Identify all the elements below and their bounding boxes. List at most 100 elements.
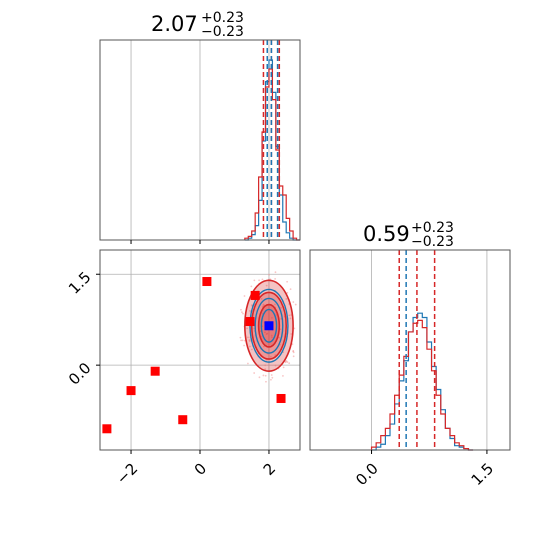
x-tick-label: −2 [113, 460, 141, 488]
marker-point [102, 424, 112, 434]
marker-point [126, 386, 136, 396]
sample-point [271, 376, 274, 379]
sample-point [264, 374, 267, 377]
sample-point [249, 309, 251, 312]
marker-point [202, 277, 212, 287]
histogram-series-blue [244, 59, 300, 241]
sample-point [262, 303, 265, 306]
sample-point [258, 279, 260, 282]
sample-point [264, 331, 266, 334]
sample-point [288, 362, 291, 365]
histogram-series-red [244, 68, 300, 241]
sample-point [243, 295, 246, 297]
sample-point [286, 280, 289, 283]
histogram-series-red [370, 319, 474, 451]
sample-point [270, 378, 272, 381]
bottom-right-histogram-panel: 0.0 1.5 [309, 249, 511, 490]
sample-point [253, 279, 256, 282]
sample-point [292, 351, 295, 354]
sample-point [274, 303, 276, 306]
sample-point [274, 354, 277, 356]
sample-point [264, 368, 267, 371]
sample-point [292, 301, 295, 303]
contour-panel: −2 0 2 0.0 1.5 [65, 249, 301, 488]
top-left-histogram-panel [99, 39, 301, 244]
sample-point [240, 339, 243, 342]
sample-point [286, 291, 289, 294]
sample-point [239, 336, 242, 339]
title-left-minus: −0.23 [201, 24, 244, 40]
x-tick-label: 1.5 [468, 460, 498, 490]
marker-point [178, 415, 188, 425]
right-histogram-frame [309, 249, 511, 451]
sample-point [270, 374, 273, 376]
contour-level-blue [260, 308, 278, 343]
marker-point [245, 317, 255, 327]
sample-point [250, 348, 253, 351]
sample-point [249, 345, 251, 348]
x-tick-label: 0.0 [352, 460, 382, 490]
marker-point [276, 393, 286, 403]
sample-point [289, 288, 292, 291]
x-tick-label: 2 [260, 460, 279, 479]
sample-point [250, 285, 253, 288]
sample-point [247, 362, 249, 365]
sample-point [271, 316, 273, 319]
y-tick-label: 0.0 [65, 359, 95, 389]
sample-point [282, 375, 284, 377]
marker-point [150, 366, 160, 376]
sample-point [260, 297, 263, 300]
sample-point [258, 376, 261, 379]
histogram-series-blue [371, 312, 474, 451]
sample-point [250, 304, 253, 307]
sample-point [241, 311, 243, 314]
sample-point [288, 314, 291, 317]
contour-level-blue [254, 297, 284, 354]
sample-point [274, 277, 277, 280]
sample-point [247, 336, 249, 339]
x-tick-label: 0 [191, 460, 210, 479]
sample-point [270, 334, 273, 337]
sample-point [294, 303, 297, 306]
sample-point [274, 271, 277, 274]
truth-marker [264, 321, 274, 331]
sample-point [292, 355, 295, 358]
title-right-plus: +0.23 [411, 220, 454, 236]
sample-point [292, 350, 295, 352]
sample-point [280, 306, 282, 309]
sample-point [264, 364, 267, 367]
y-tick-label: 1.5 [65, 268, 95, 298]
sample-point [284, 360, 287, 363]
sample-point [253, 372, 256, 374]
sample-point [265, 284, 268, 287]
sample-point [262, 374, 265, 377]
sample-point [240, 308, 242, 311]
title-left-plus: +0.23 [201, 10, 244, 26]
sample-point [270, 355, 272, 358]
title-right-value: 0.59 [363, 222, 410, 246]
sample-point [278, 336, 281, 339]
sample-point [243, 344, 245, 347]
sample-point [293, 327, 296, 330]
sample-point [285, 298, 288, 300]
title-left: 2.07 +0.23 −0.23 [151, 10, 244, 40]
sample-point [263, 345, 265, 348]
sample-point [290, 333, 293, 335]
sample-point [289, 317, 292, 320]
title-right: 0.59 +0.23 −0.23 [363, 220, 454, 250]
sample-point [274, 364, 277, 367]
marker-point [250, 290, 260, 300]
sample-point [248, 340, 251, 342]
title-left-value: 2.07 [151, 12, 198, 36]
sample-point [270, 336, 273, 339]
title-right-minus: −0.23 [411, 234, 454, 250]
sample-point [268, 273, 270, 276]
sample-point [265, 333, 268, 336]
sample-point [242, 312, 244, 315]
sample-point [265, 380, 267, 383]
sample-point [246, 327, 248, 330]
sample-point [282, 366, 285, 369]
sample-point [261, 278, 264, 281]
sample-point [241, 339, 244, 342]
